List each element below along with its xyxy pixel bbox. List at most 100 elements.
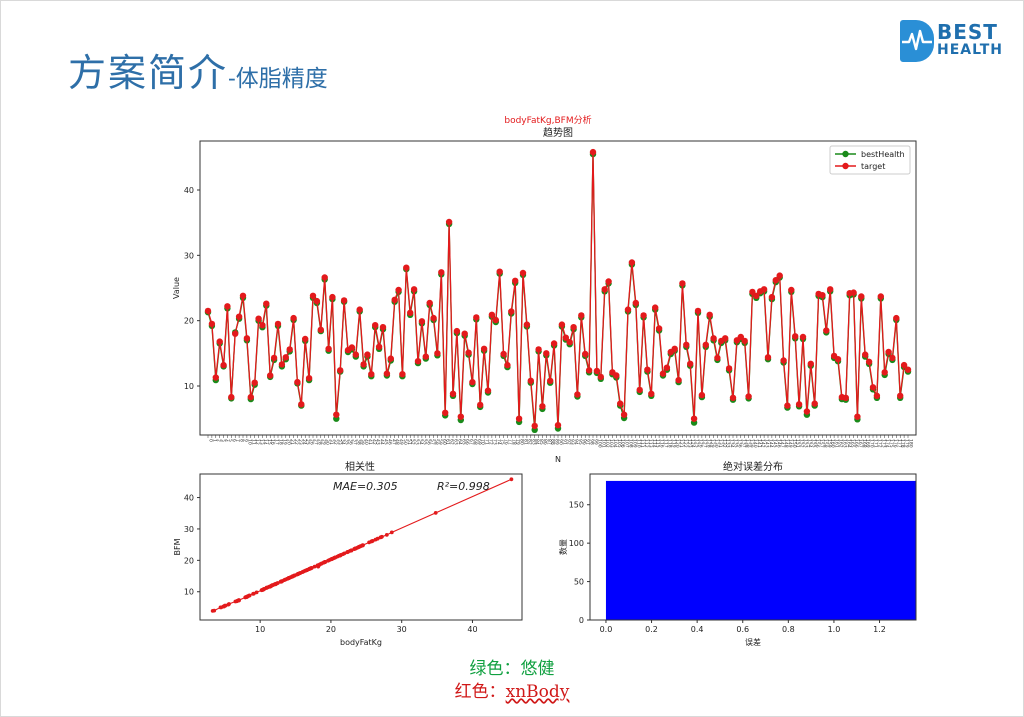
legend-marker-target <box>842 162 849 170</box>
trend-x-tick-label: 15 <box>266 439 272 445</box>
trend-point-target <box>364 351 371 358</box>
histogram-bar <box>605 480 916 620</box>
note-red-brand: xnBody <box>505 682 570 702</box>
trend-point-target <box>659 370 667 377</box>
trend-x-tick-label: 12 <box>254 439 260 445</box>
correlation-point <box>360 543 365 548</box>
trend-point-target <box>788 286 795 294</box>
trend-x-tick-label: 166 <box>853 439 859 448</box>
trend-x-tick-label: 75 <box>499 439 505 445</box>
trend-x-tick-label: 47 <box>390 439 396 445</box>
trend-point-target <box>457 413 464 420</box>
trend-x-tick-label: 132 <box>721 439 727 448</box>
trend-x-tick-label: 131 <box>717 439 723 448</box>
trend-x-axis: 0123456789101112131415161718192021222324… <box>208 435 914 448</box>
trend-x-tick-label: 70 <box>480 439 486 445</box>
trend-x-tick-label: 66 <box>464 439 470 445</box>
trend-point-target <box>325 345 332 352</box>
trend-x-tick-label: 49 <box>398 439 404 445</box>
trend-x-tick-label: 152 <box>799 439 805 448</box>
trend-point-target <box>554 422 562 429</box>
correlation-y-tick-label: 10 <box>184 588 194 597</box>
trend-line-besthealth <box>207 154 909 430</box>
trend-x-tick-label: 137 <box>740 439 746 448</box>
trend-x-tick-label: 46 <box>386 439 392 445</box>
trend-x-tick-label: 41 <box>367 439 373 445</box>
trend-point-target <box>387 355 394 362</box>
trend-x-tick-label: 61 <box>445 439 451 445</box>
trend-x-tick-label: 84 <box>534 439 540 445</box>
trend-x-tick-label: 37 <box>351 439 357 445</box>
trend-y-axis: 10 20 30 40 <box>184 186 200 391</box>
trend-x-tick-label: 148 <box>783 439 789 448</box>
correlation-y-tick-label: 20 <box>184 556 194 565</box>
trend-point-target <box>760 286 768 293</box>
trend-point-target <box>247 393 254 401</box>
trend-x-tick-label: 158 <box>822 439 828 448</box>
trend-x-tick-label: 31 <box>328 439 334 445</box>
trend-x-tick-label: 63 <box>453 439 459 445</box>
trend-x-tick-label: 121 <box>678 439 684 448</box>
trend-point-target <box>508 308 515 315</box>
trend-x-tick-label: 64 <box>456 439 462 445</box>
trend-point-target <box>722 335 729 342</box>
trend-point-target <box>278 361 286 368</box>
trend-point-target <box>329 293 336 301</box>
trend-point-target <box>858 293 865 300</box>
correlation-point <box>275 581 280 585</box>
trend-x-tick-label: 68 <box>472 439 478 445</box>
logo-text-best: BEST <box>937 20 998 44</box>
trend-x-tick-label: 60 <box>441 439 447 445</box>
error-histogram: 绝对误差分布 0.0 0.2 0.4 0.6 0.8 1.0 1.2 0 50 100 150 数量… <box>558 460 917 647</box>
trend-x-tick-label: 65 <box>460 439 466 445</box>
correlation-plot-frame <box>199 473 523 621</box>
correlation-mae: MAE=0.305 <box>333 480 398 493</box>
trend-x-tick-label: 169 <box>865 439 871 448</box>
trend-point-target <box>881 369 888 376</box>
trend-point-target <box>539 403 546 410</box>
trend-point-target <box>547 377 554 384</box>
trend-x-tick-label: 52 <box>410 439 416 445</box>
trend-point-target <box>741 337 748 345</box>
slide-subtitle: -体脂精度 <box>228 66 328 92</box>
trend-point-target <box>434 350 441 357</box>
trend-point-target <box>900 361 908 369</box>
trend-x-tick-label: 120 <box>674 439 680 448</box>
trend-x-tick-label: 153 <box>803 439 809 448</box>
trend-x-tick-label: 109 <box>631 439 637 448</box>
trend-x-tick-label: 176 <box>892 439 898 448</box>
trend-point-target <box>827 286 834 293</box>
trend-point-target <box>302 335 309 343</box>
trend-point-target <box>873 392 881 399</box>
trend-point-target <box>298 401 305 408</box>
trend-point-target <box>605 278 612 285</box>
histogram-x-tick-label: 0.8 <box>782 625 795 634</box>
trend-x-tick-label: 5 <box>227 439 233 442</box>
trend-point-target <box>333 411 340 418</box>
trend-point-target <box>294 378 301 386</box>
trend-x-tick-label: 150 <box>791 439 797 448</box>
trend-point-target <box>488 311 496 318</box>
trend-point-target <box>543 350 550 357</box>
trend-x-tick-label: 87 <box>546 439 552 445</box>
trend-point-target <box>422 353 429 360</box>
trend-x-tick-label: 58 <box>433 439 439 445</box>
trend-point-target <box>644 366 651 373</box>
trend-x-tick-label: 27 <box>313 439 319 445</box>
trend-point-target <box>792 333 799 340</box>
trend-point-target <box>632 299 639 307</box>
trend-point-target <box>321 274 328 281</box>
trend-x-tick-label: 151 <box>795 439 801 448</box>
trend-x-tick-label: 74 <box>495 439 501 445</box>
trend-x-tick-label: 21 <box>289 439 295 445</box>
trend-point-target <box>706 311 713 318</box>
trend-point-target <box>255 315 262 322</box>
trend-point-target <box>480 345 488 352</box>
trend-series-group <box>204 148 912 433</box>
trend-point-target <box>613 372 620 379</box>
trend-x-tick-label: 144 <box>768 439 774 448</box>
trend-point-target <box>224 303 231 310</box>
trend-point-target <box>601 286 608 293</box>
trend-point-target <box>445 218 453 226</box>
